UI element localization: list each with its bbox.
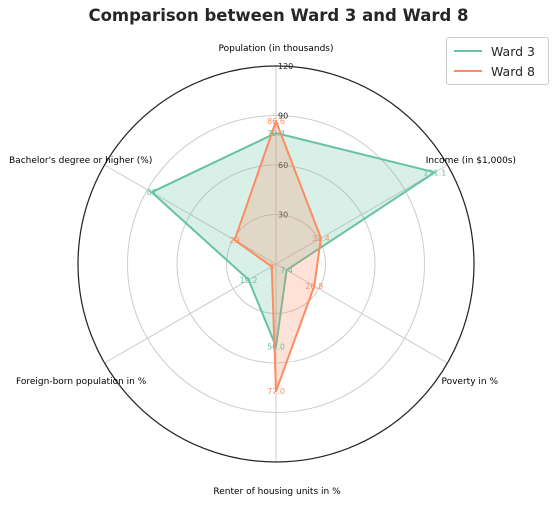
axis-label-bachelor-s-degree-or-higher: Bachelor's degree or higher (%): [9, 156, 152, 166]
legend-swatch-ward-8: [454, 70, 482, 72]
value-label-ward-3: 19.2: [240, 276, 258, 285]
value-label-ward-3: 111.1: [423, 168, 446, 177]
chart-title: Comparison between Ward 3 and Ward 8: [88, 6, 469, 25]
axis-label-poverty-in: Poverty in %: [441, 377, 498, 387]
legend-label-ward-8: Ward 8: [491, 63, 536, 79]
value-label-ward-3: 87: [147, 188, 157, 197]
legend-item-ward-3: Ward 3: [454, 42, 535, 60]
area-ward-8: [234, 121, 321, 392]
value-label-ward-8: 77.0: [267, 387, 285, 396]
value-label-ward-3: 79.4: [267, 129, 285, 138]
value-label-ward-8: 26.8: [305, 282, 323, 291]
value-label-ward-3: 50.0: [267, 343, 285, 352]
spoke-poverty-in: [275, 263, 448, 364]
line-ward-8: [233, 120, 322, 393]
axis-label-income-in-1-000s: Income (in $1,000s): [426, 156, 516, 166]
radial-tick-label: 90: [278, 112, 288, 121]
radial-tick-label: 30: [278, 211, 288, 220]
spoke-bachelor-s-degree-or-higher: [104, 164, 277, 265]
value-label-ward-8: 86.6: [267, 117, 285, 126]
value-label-ward-8: 3: [269, 262, 274, 271]
spoke-foreign-born-population-in: [104, 263, 277, 364]
outer-frame: [77, 65, 475, 463]
value-label-ward-8: 29: [229, 236, 239, 245]
legend-label-ward-3: Ward 3: [491, 43, 536, 59]
legend: Ward 3 Ward 8: [446, 37, 549, 85]
legend-swatch-ward-3: [454, 50, 482, 52]
axis-label-population-in-thousands: Population (in thousands): [219, 44, 334, 54]
axis-label-foreign-born-population-in: Foreign-born population in %: [16, 377, 147, 387]
legend-item-ward-8: Ward 8: [454, 62, 535, 80]
line-ward-3: [150, 132, 436, 348]
area-ward-3: [151, 133, 435, 347]
radial-tick-label: 120: [278, 62, 293, 71]
value-label-ward-8: 31.4: [312, 234, 330, 243]
value-label-ward-3: 7.4: [280, 266, 293, 275]
spoke-income-in-1-000s: [275, 164, 448, 265]
radial-tick-label: 60: [278, 161, 288, 170]
axis-label-renter-of-housing-units-in: Renter of housing units in %: [213, 487, 341, 497]
